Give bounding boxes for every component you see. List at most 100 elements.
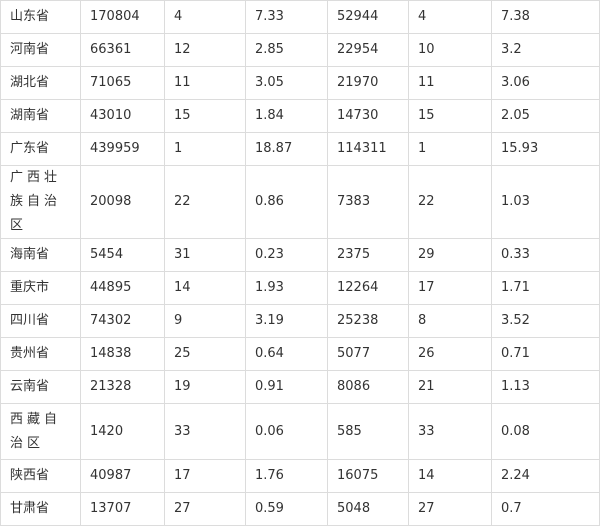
value-b-cell: 16075 xyxy=(327,459,409,493)
share-b-cell: 1.13 xyxy=(491,370,600,404)
share-a-cell: 1.76 xyxy=(245,459,328,493)
value-a-cell: 20098 xyxy=(80,165,165,239)
value-a-cell: 71065 xyxy=(80,66,165,100)
share-b-cell: 7.38 xyxy=(491,0,600,34)
table-row: 湖南省 43010 15 1.84 14730 15 2.05 xyxy=(0,99,600,133)
value-a-cell: 439959 xyxy=(80,132,165,166)
share-b-cell: 0.33 xyxy=(491,238,600,272)
rank-a-cell: 19 xyxy=(164,370,246,404)
rank-b-cell: 14 xyxy=(408,459,492,493)
rank-b-cell: 33 xyxy=(408,403,492,460)
table-row: 海南省 5454 31 0.23 2375 29 0.33 xyxy=(0,238,600,272)
province-name-cell: 贵州省 xyxy=(0,337,81,371)
share-b-cell: 0.08 xyxy=(491,403,600,460)
value-b-cell: 8086 xyxy=(327,370,409,404)
share-a-cell: 2.85 xyxy=(245,33,328,67)
province-name-cell: 陕西省 xyxy=(0,459,81,493)
table-row: 陕西省 40987 17 1.76 16075 14 2.24 xyxy=(0,459,600,493)
value-a-cell: 170804 xyxy=(80,0,165,34)
province-name-cell: 四川省 xyxy=(0,304,81,338)
rank-a-cell: 15 xyxy=(164,99,246,133)
table-row: 湖北省 71065 11 3.05 21970 11 3.06 xyxy=(0,66,600,100)
rank-b-cell: 15 xyxy=(408,99,492,133)
rank-b-cell: 11 xyxy=(408,66,492,100)
share-b-cell: 1.03 xyxy=(491,165,600,239)
value-a-cell: 44895 xyxy=(80,271,165,305)
table-row: 广西壮族自治区 20098 22 0.86 7383 22 1.03 xyxy=(0,165,600,239)
value-a-cell: 74302 xyxy=(80,304,165,338)
province-name-cell: 山东省 xyxy=(0,0,81,34)
share-a-cell: 7.33 xyxy=(245,0,328,34)
province-name-cell: 重庆市 xyxy=(0,271,81,305)
share-a-cell: 0.86 xyxy=(245,165,328,239)
share-a-cell: 0.23 xyxy=(245,238,328,272)
value-a-cell: 13707 xyxy=(80,492,165,526)
province-name-cell: 西藏自治区 xyxy=(0,403,81,460)
share-b-cell: 1.71 xyxy=(491,271,600,305)
rank-b-cell: 1 xyxy=(408,132,492,166)
value-b-cell: 22954 xyxy=(327,33,409,67)
rank-a-cell: 1 xyxy=(164,132,246,166)
value-b-cell: 5077 xyxy=(327,337,409,371)
rank-a-cell: 11 xyxy=(164,66,246,100)
share-b-cell: 0.7 xyxy=(491,492,600,526)
value-b-cell: 25238 xyxy=(327,304,409,338)
rank-a-cell: 33 xyxy=(164,403,246,460)
rank-b-cell: 21 xyxy=(408,370,492,404)
rank-b-cell: 29 xyxy=(408,238,492,272)
value-b-cell: 7383 xyxy=(327,165,409,239)
province-name-cell: 海南省 xyxy=(0,238,81,272)
share-b-cell: 3.06 xyxy=(491,66,600,100)
value-a-cell: 21328 xyxy=(80,370,165,404)
province-name-cell: 广西壮族自治区 xyxy=(0,165,81,239)
rank-b-cell: 4 xyxy=(408,0,492,34)
share-a-cell: 0.59 xyxy=(245,492,328,526)
table-row: 重庆市 44895 14 1.93 12264 17 1.71 xyxy=(0,271,600,305)
value-a-cell: 40987 xyxy=(80,459,165,493)
share-b-cell: 2.24 xyxy=(491,459,600,493)
value-b-cell: 114311 xyxy=(327,132,409,166)
rank-a-cell: 9 xyxy=(164,304,246,338)
rank-a-cell: 22 xyxy=(164,165,246,239)
share-a-cell: 3.19 xyxy=(245,304,328,338)
share-a-cell: 1.93 xyxy=(245,271,328,305)
province-name-cell: 湖南省 xyxy=(0,99,81,133)
province-name-cell: 湖北省 xyxy=(0,66,81,100)
share-a-cell: 0.64 xyxy=(245,337,328,371)
value-a-cell: 5454 xyxy=(80,238,165,272)
rank-a-cell: 4 xyxy=(164,0,246,34)
share-a-cell: 1.84 xyxy=(245,99,328,133)
value-b-cell: 52944 xyxy=(327,0,409,34)
table-row: 甘肃省 13707 27 0.59 5048 27 0.7 xyxy=(0,492,600,526)
province-name-cell: 广东省 xyxy=(0,132,81,166)
value-b-cell: 585 xyxy=(327,403,409,460)
rank-a-cell: 14 xyxy=(164,271,246,305)
table-row: 四川省 74302 9 3.19 25238 8 3.52 xyxy=(0,304,600,338)
share-b-cell: 2.05 xyxy=(491,99,600,133)
value-b-cell: 2375 xyxy=(327,238,409,272)
value-a-cell: 43010 xyxy=(80,99,165,133)
table-row: 山东省 170804 4 7.33 52944 4 7.38 xyxy=(0,0,600,34)
table-row: 云南省 21328 19 0.91 8086 21 1.13 xyxy=(0,370,600,404)
value-a-cell: 14838 xyxy=(80,337,165,371)
rank-b-cell: 17 xyxy=(408,271,492,305)
share-b-cell: 0.71 xyxy=(491,337,600,371)
share-a-cell: 0.06 xyxy=(245,403,328,460)
table-row: 广东省 439959 1 18.87 114311 1 15.93 xyxy=(0,132,600,166)
table-row: 西藏自治区 1420 33 0.06 585 33 0.08 xyxy=(0,403,600,460)
value-b-cell: 21970 xyxy=(327,66,409,100)
value-a-cell: 66361 xyxy=(80,33,165,67)
share-b-cell: 3.52 xyxy=(491,304,600,338)
rank-b-cell: 8 xyxy=(408,304,492,338)
rank-b-cell: 10 xyxy=(408,33,492,67)
value-b-cell: 14730 xyxy=(327,99,409,133)
province-name-cell: 河南省 xyxy=(0,33,81,67)
share-b-cell: 3.2 xyxy=(491,33,600,67)
rank-b-cell: 22 xyxy=(408,165,492,239)
rank-a-cell: 25 xyxy=(164,337,246,371)
rank-b-cell: 26 xyxy=(408,337,492,371)
table-row: 河南省 66361 12 2.85 22954 10 3.2 xyxy=(0,33,600,67)
rank-a-cell: 31 xyxy=(164,238,246,272)
